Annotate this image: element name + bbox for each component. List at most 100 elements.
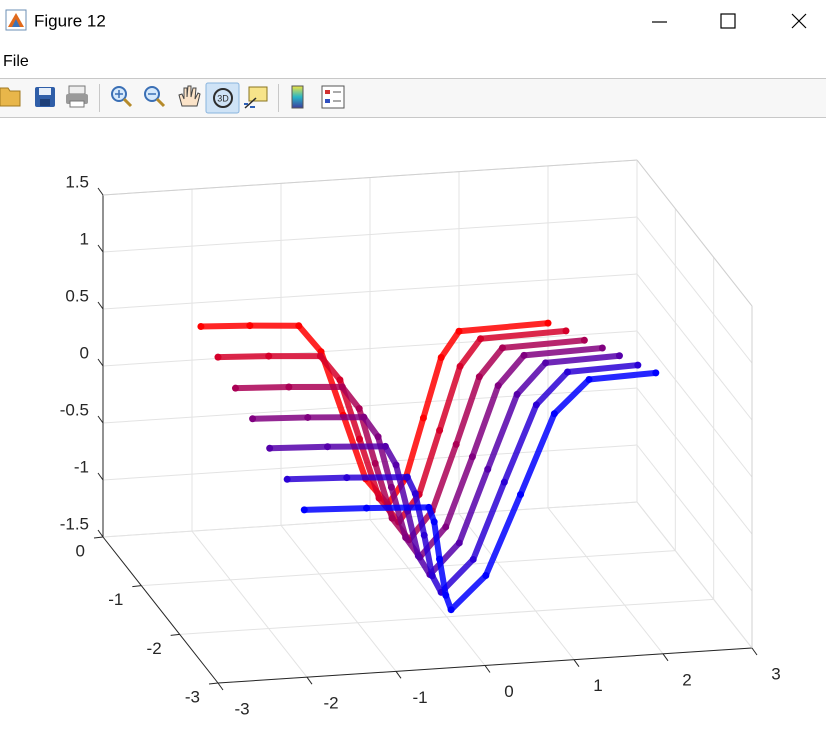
z-tick-label: 1.5 xyxy=(65,172,89,191)
zoom-out-button[interactable] xyxy=(144,86,166,108)
data-point xyxy=(550,410,558,418)
data-point xyxy=(300,506,308,514)
title-bar xyxy=(0,0,826,43)
box-edge xyxy=(636,159,753,307)
data-point xyxy=(392,461,400,469)
menu-bar xyxy=(0,43,826,78)
data-point xyxy=(500,478,508,486)
z-tick-label: 1 xyxy=(80,229,89,248)
data-point xyxy=(420,531,428,539)
data-point xyxy=(442,523,450,531)
data-point xyxy=(265,352,273,360)
x-tick-label: 1 xyxy=(593,676,602,695)
app-icon xyxy=(5,9,27,31)
x-tick-label: 3 xyxy=(771,664,780,683)
x-tick-label: -2 xyxy=(323,694,338,713)
close-button[interactable] xyxy=(791,13,807,29)
box-edge xyxy=(102,159,638,196)
grid-line xyxy=(141,550,676,587)
toolbar xyxy=(0,79,826,117)
open-button[interactable] xyxy=(0,87,21,107)
y-tick-label: -3 xyxy=(185,687,200,706)
data-point xyxy=(338,383,346,391)
grid-line xyxy=(636,444,753,592)
data-point xyxy=(542,359,550,367)
data-point xyxy=(374,433,382,441)
data-point xyxy=(316,352,324,360)
data-point xyxy=(452,440,460,448)
data-point xyxy=(430,518,438,526)
zoom-in-button[interactable] xyxy=(111,86,133,108)
z-tick-label: -1 xyxy=(74,457,89,476)
data-trace xyxy=(266,352,623,578)
grid-line xyxy=(369,519,486,666)
data-point xyxy=(477,335,485,343)
tick-mark xyxy=(208,682,219,685)
z-tick-label: 0 xyxy=(80,343,89,362)
data-point xyxy=(375,494,383,502)
data-point xyxy=(562,327,570,335)
tick-mark xyxy=(97,529,104,538)
print-button[interactable] xyxy=(66,85,88,108)
data-point xyxy=(355,405,363,413)
menu-item[interactable]: File xyxy=(3,53,29,70)
data-point xyxy=(455,327,463,335)
grid-line xyxy=(636,273,753,421)
data-point xyxy=(456,362,464,370)
tick-mark xyxy=(751,647,758,656)
data-cursor-button[interactable] xyxy=(244,86,268,109)
z-tick-label: -1.5 xyxy=(60,514,89,533)
tick-mark xyxy=(662,653,669,662)
tick-mark xyxy=(170,633,180,636)
data-point xyxy=(615,352,623,360)
data-point xyxy=(285,383,293,391)
tick-mark xyxy=(573,659,580,667)
x-tick-label: 2 xyxy=(682,670,691,689)
y-tick-label: -1 xyxy=(108,590,123,609)
data-point xyxy=(381,442,389,450)
data-point xyxy=(437,354,445,362)
data-point xyxy=(419,414,427,422)
data-point xyxy=(634,361,642,369)
rotate-button[interactable]: 3D xyxy=(205,82,240,114)
data-point xyxy=(336,376,344,384)
grid-line xyxy=(102,501,638,538)
legend-button[interactable] xyxy=(321,85,345,109)
data-point xyxy=(283,475,291,483)
data-point xyxy=(371,459,379,467)
tick-mark xyxy=(97,244,104,253)
data-point xyxy=(498,344,506,352)
pan-button[interactable] xyxy=(178,85,201,107)
data-point xyxy=(580,336,588,344)
tick-mark xyxy=(306,676,313,685)
data-point xyxy=(442,591,450,599)
tick-mark xyxy=(217,682,224,691)
data-point xyxy=(414,552,422,560)
data-point xyxy=(564,368,572,376)
grid-line xyxy=(636,387,753,535)
data-point xyxy=(231,384,239,392)
tick-mark xyxy=(97,187,104,196)
data-point xyxy=(388,514,396,522)
maximize-button[interactable] xyxy=(720,13,736,29)
data-point xyxy=(482,572,490,580)
tick-mark xyxy=(93,536,104,539)
y-tick-label: -2 xyxy=(147,639,162,658)
data-point xyxy=(598,344,606,352)
data-point xyxy=(304,413,312,421)
data-point xyxy=(343,474,351,482)
data-point xyxy=(411,490,419,498)
grid-line xyxy=(179,598,714,635)
data-point xyxy=(356,435,364,443)
tick-mark xyxy=(97,301,104,310)
save-button[interactable] xyxy=(35,87,55,107)
data-point xyxy=(363,504,371,512)
data-trace xyxy=(301,369,659,613)
data-trace xyxy=(284,362,641,596)
data-point xyxy=(295,322,303,330)
data-point xyxy=(425,503,433,511)
tick-mark xyxy=(132,585,142,588)
colorbar-button[interactable] xyxy=(291,85,304,109)
grid-line xyxy=(636,501,753,649)
